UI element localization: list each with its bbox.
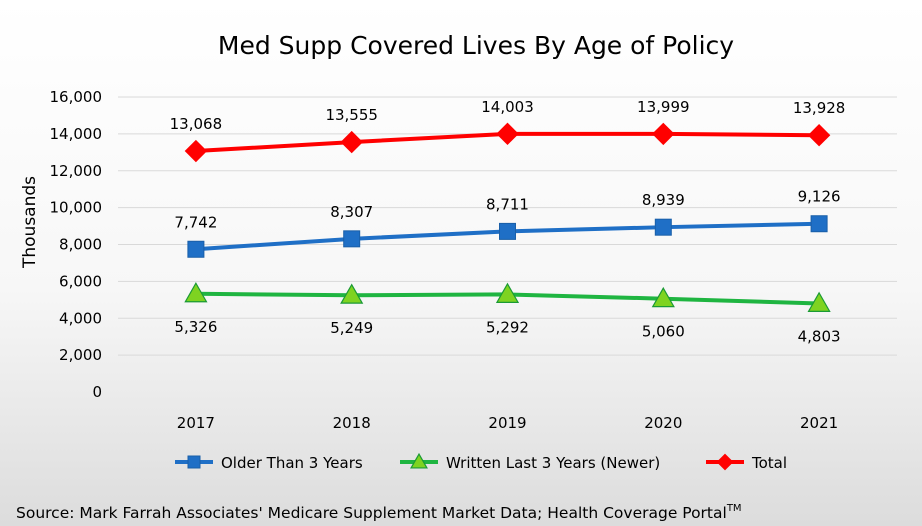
data-point — [652, 122, 675, 146]
legend-item: Older Than 3 Years — [175, 454, 363, 472]
legend-label: Older Than 3 Years — [221, 454, 363, 472]
legend-swatch-marker — [187, 455, 201, 469]
data-point — [496, 122, 519, 146]
y-tick-label: 8,000 — [59, 236, 102, 254]
data-point — [651, 286, 675, 308]
data-label: 7,742 — [174, 213, 217, 231]
x-tick-label: 2021 — [800, 414, 838, 432]
x-tick-label: 2020 — [644, 414, 682, 432]
data-label: 5,326 — [174, 318, 217, 336]
data-label: 8,307 — [330, 203, 373, 221]
series-written-last-3-years-newer — [184, 282, 831, 312]
x-tick-label: 2019 — [488, 414, 526, 432]
data-label: 13,555 — [325, 106, 378, 124]
data-point — [499, 222, 516, 240]
y-tick-labels: 0 2,000 4,000 6,000 8,000 10,000 12,000 14,000 1… — [50, 88, 103, 401]
x-tick-label: 2017 — [177, 414, 215, 432]
data-label: 5,249 — [330, 319, 373, 337]
data-label: 5,060 — [642, 323, 685, 341]
legend-item: Total — [706, 453, 787, 472]
legend-label: Total — [751, 454, 787, 472]
data-point — [187, 240, 205, 258]
data-label: 8,939 — [642, 191, 685, 209]
y-axis-label: Thousands — [20, 176, 40, 269]
data-point — [495, 282, 520, 303]
data-label: 13,068 — [170, 115, 223, 133]
data-point — [184, 139, 208, 163]
data-point — [807, 291, 831, 312]
y-tick-label: 10,000 — [50, 199, 103, 217]
y-tick-label: 16,000 — [50, 88, 103, 106]
source-text: Source: Mark Farrah Associates' Medicare… — [16, 504, 727, 522]
y-tick-label: 14,000 — [50, 125, 103, 143]
data-label: 13,928 — [793, 99, 846, 117]
data-label: 9,126 — [798, 188, 841, 206]
source-note: Source: Mark Farrah Associates' Medicare… — [16, 503, 742, 522]
legend-label: Written Last 3 Years (Newer) — [446, 454, 660, 472]
y-tick-label: 6,000 — [59, 272, 102, 290]
y-tick-label: 4,000 — [59, 309, 102, 327]
data-labels-layer: 7,742 8,307 8,711 8,939 9,126 5,326 5,249 5,292… — [170, 98, 846, 346]
chart-title: Med Supp Covered Lives By Age of Policy — [218, 31, 734, 60]
data-point — [184, 282, 208, 303]
y-tick-label: 0 — [92, 383, 102, 401]
source-superscript: TM — [726, 503, 742, 514]
data-point — [654, 218, 672, 236]
y-tick-label: 2,000 — [59, 346, 102, 364]
data-point — [343, 230, 361, 248]
data-point — [340, 130, 363, 154]
series-layer — [184, 122, 831, 312]
legend: Older Than 3 Years Written Last 3 Years (… — [175, 452, 787, 472]
data-label: 4,803 — [798, 327, 841, 345]
legend-swatch-marker — [410, 452, 428, 469]
data-label: 14,003 — [481, 98, 534, 116]
series-total — [184, 122, 831, 163]
legend-swatch-marker — [716, 453, 734, 471]
x-tick-label: 2018 — [333, 414, 371, 432]
data-label: 5,292 — [486, 318, 529, 336]
data-point — [340, 283, 364, 304]
data-label: 8,711 — [486, 195, 529, 213]
x-tick-labels: 2017 2018 2019 2020 2021 — [177, 414, 838, 432]
data-point — [807, 124, 831, 147]
data-label: 13,999 — [637, 98, 690, 116]
data-point — [810, 215, 828, 233]
legend-item: Written Last 3 Years (Newer) — [400, 452, 660, 472]
series-older-than-3-years — [187, 215, 828, 258]
y-tick-label: 12,000 — [50, 162, 103, 180]
